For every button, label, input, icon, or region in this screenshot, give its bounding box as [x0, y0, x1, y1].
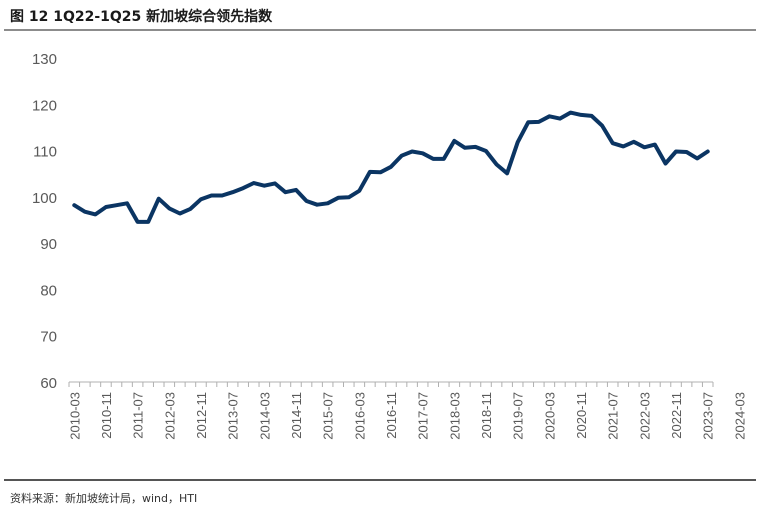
data-point [294, 188, 298, 192]
data-point [125, 201, 129, 205]
data-point [484, 149, 488, 153]
y-tick-label: 90 [40, 236, 57, 253]
x-tick-label: 2022-03 [637, 392, 652, 440]
data-point [547, 114, 551, 118]
series-group [72, 110, 710, 224]
data-point [579, 113, 583, 117]
data-point [463, 146, 467, 150]
x-tick-label: 2013-07 [226, 392, 241, 440]
x-tick-label: 2020-11 [574, 392, 589, 439]
y-tick-label: 80 [40, 282, 57, 299]
data-point [685, 150, 689, 154]
data-point [389, 165, 393, 169]
data-point [600, 124, 604, 128]
data-point [621, 144, 625, 148]
y-tick-label: 60 [40, 375, 57, 392]
x-tick-label: 2020-03 [542, 392, 557, 440]
data-point [252, 181, 256, 185]
x-tick-label: 2011-07 [131, 392, 146, 439]
data-point [537, 120, 541, 124]
data-point [568, 111, 572, 115]
data-point [442, 157, 446, 161]
y-tick-label: 100 [32, 190, 57, 207]
data-point [157, 197, 161, 201]
y-axis-ticks: 60 70 80 90 100 110 120 130 [32, 51, 57, 392]
data-point [188, 207, 192, 211]
data-point [262, 184, 266, 188]
data-point [642, 145, 646, 149]
x-tick-label: 2015-07 [321, 392, 336, 440]
data-point [231, 190, 235, 194]
data-point [241, 186, 245, 190]
x-tick-label: 2021-07 [606, 392, 621, 440]
data-point [663, 162, 667, 166]
data-point [590, 114, 594, 118]
x-tick-label: 2012-11 [194, 392, 209, 439]
data-point [83, 210, 87, 214]
data-point [305, 199, 309, 203]
chart-title: 图 12 1Q22-1Q25 新加坡综合领先指数 [10, 9, 273, 25]
data-point [674, 149, 678, 153]
data-point [526, 120, 530, 124]
data-point [695, 156, 699, 160]
y-tick-label: 110 [33, 144, 57, 161]
data-point [273, 181, 277, 185]
y-tick-label: 130 [32, 51, 57, 68]
data-point [104, 205, 108, 209]
data-point [410, 149, 414, 153]
x-tick-label: 2023-07 [701, 392, 716, 440]
data-point [336, 196, 340, 200]
x-tick-label: 2024-03 [732, 392, 747, 440]
data-point [136, 220, 140, 224]
data-point [516, 140, 520, 144]
data-point [326, 201, 330, 205]
data-point [210, 193, 214, 197]
data-point [146, 220, 150, 224]
data-point [368, 170, 372, 174]
data-point [558, 117, 562, 121]
data-point [706, 149, 710, 153]
data-point [167, 206, 171, 210]
data-point [611, 141, 615, 145]
data-point [473, 145, 477, 149]
data-point [357, 189, 361, 193]
data-point [315, 203, 319, 207]
top-rule [4, 29, 756, 31]
data-point [93, 212, 97, 216]
data-point [347, 195, 351, 199]
data-point [653, 143, 657, 147]
x-tick-label: 2022-11 [669, 392, 684, 439]
data-point [421, 151, 425, 155]
x-tick-label: 2016-03 [352, 392, 367, 440]
bottom-rule [4, 479, 756, 481]
data-point [495, 162, 499, 166]
y-tick-label: 70 [40, 329, 57, 346]
x-tick-label: 2010-11 [99, 392, 114, 439]
x-tick-label: 2010-03 [67, 392, 82, 440]
data-point [220, 193, 224, 197]
data-point [378, 170, 382, 174]
x-tick-label: 2016-11 [384, 392, 399, 439]
x-tick-label: 2014-03 [257, 392, 272, 440]
data-point [632, 140, 636, 144]
x-axis-ticks: 2010-03 2010-11 2011-07 2012-03 2012-11 2013-… [67, 382, 747, 440]
x-tick-label: 2017-07 [416, 392, 431, 440]
line-chart: 60 70 80 90 100 110 120 130 2010-03 2010-11 2011-… [32, 51, 747, 440]
data-point [431, 157, 435, 161]
x-tick-label: 2014-11 [289, 392, 304, 439]
x-tick-label: 2012-03 [162, 392, 177, 440]
data-point [283, 190, 287, 194]
data-point [115, 203, 119, 207]
data-point [199, 197, 203, 201]
data-point [505, 171, 509, 175]
data-point [452, 139, 456, 143]
data-point [400, 154, 404, 158]
data-point [72, 203, 76, 207]
x-tick-label: 2018-11 [479, 392, 494, 439]
x-tick-label: 2018-03 [447, 392, 462, 440]
x-tick-label: 2019-07 [511, 392, 526, 440]
y-tick-label: 120 [32, 97, 57, 114]
source-note: 资料来源：新加坡统计局，wind，HTI [10, 492, 198, 505]
data-point [178, 212, 182, 216]
